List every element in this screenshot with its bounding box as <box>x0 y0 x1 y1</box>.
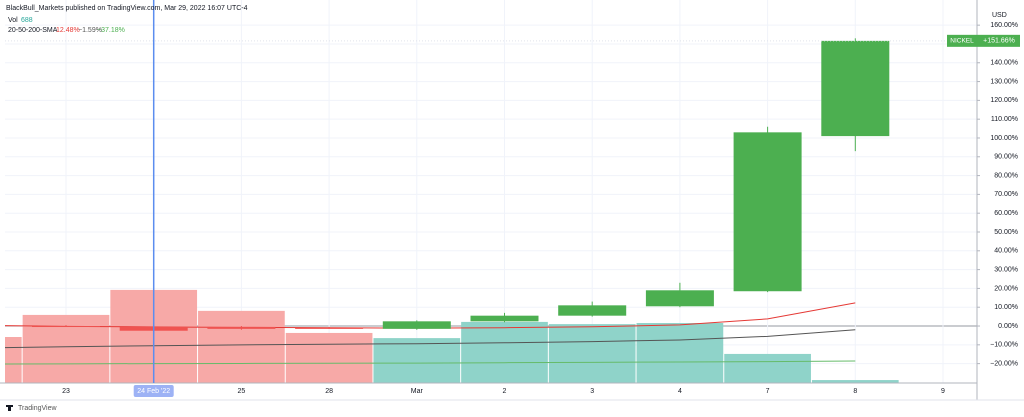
axes: −20.00% −10.00% 0.00% 10.00% 20.00% 30.00% 40.… <box>0 0 1024 401</box>
volume-bar <box>5 337 22 383</box>
candle-body <box>645 290 714 307</box>
currency: USD <box>992 12 1007 19</box>
y-tick-label: 50.00% <box>994 229 1018 236</box>
volume-label: Vol <box>8 17 18 24</box>
publisher: BlackBull_Markets published on TradingVi… <box>6 5 248 12</box>
x-tick-label: 28 <box>325 388 333 395</box>
x-tick-label: 2 <box>503 388 507 395</box>
y-tick-label: 40.00% <box>994 248 1018 255</box>
x-tick-label: 4 <box>678 388 682 395</box>
candle-body <box>32 326 100 328</box>
candle-body <box>207 326 276 329</box>
candle-body <box>558 305 627 316</box>
volume-bar <box>198 310 285 383</box>
x-tick-label: 9 <box>941 388 945 395</box>
y-tick-label: 140.00% <box>990 60 1018 67</box>
y-tick-label: 130.00% <box>990 78 1018 85</box>
y-tick-label: 100.00% <box>990 135 1018 142</box>
logo-icon <box>6 405 13 411</box>
volume-bar <box>373 338 461 383</box>
logo: TradingView <box>18 405 57 412</box>
volume-bar <box>724 353 811 383</box>
candle-body <box>382 321 451 329</box>
series-name: NICKEL <box>950 38 974 45</box>
y-tick-label: 70.00% <box>994 191 1018 198</box>
x-tick-label: 25 <box>238 388 246 395</box>
volume-value: 688 <box>21 17 33 24</box>
y-tick-label: 90.00% <box>994 154 1018 161</box>
candle-body <box>821 40 890 137</box>
y-tick-label: 60.00% <box>994 210 1018 217</box>
volume-bar <box>636 323 724 383</box>
last-value-label: +151.66% <box>983 38 1015 45</box>
y-tick-label: 80.00% <box>994 172 1018 179</box>
x-tick-label: 7 <box>766 388 770 395</box>
volume-bar <box>811 380 899 383</box>
moving-average <box>4 329 856 349</box>
volume-bar <box>285 332 373 383</box>
x-label-highlight <box>133 385 174 397</box>
candle-body <box>295 327 364 329</box>
x-tick-label: Mar <box>411 388 424 395</box>
series-badge <box>947 34 978 47</box>
y-tick-label: 20.00% <box>994 285 1018 292</box>
ma-value: −37.18% <box>97 27 125 34</box>
volume-bar <box>548 324 636 383</box>
y-tick-label: 0.00% <box>998 323 1018 330</box>
ma-value: −1.59% <box>78 27 102 34</box>
y-tick-label: 10.00% <box>994 304 1018 311</box>
x-tick-label: 24 Feb '22 <box>137 388 170 395</box>
x-tick-label: 3 <box>590 388 594 395</box>
last-value-badge <box>978 34 1020 47</box>
y-tick-label: 110.00% <box>991 116 1018 123</box>
candle-body <box>470 315 539 322</box>
ma-value: 12.48% <box>56 27 80 34</box>
volume-bar <box>461 321 548 383</box>
y-tick-label: 120.00% <box>990 97 1018 104</box>
x-tick-label: 8 <box>853 388 857 395</box>
ma-label: 20-50-200-SMA <box>8 27 58 34</box>
candle-body <box>733 132 802 292</box>
y-tick-label: 160.00% <box>990 22 1018 29</box>
y-tick-label: −10.00% <box>990 342 1018 349</box>
y-tick-label: −20.00% <box>990 360 1018 367</box>
moving-average <box>4 360 856 365</box>
y-tick-label: 30.00% <box>994 266 1018 273</box>
candles <box>32 38 890 334</box>
x-tick-label: 23 <box>62 388 70 395</box>
